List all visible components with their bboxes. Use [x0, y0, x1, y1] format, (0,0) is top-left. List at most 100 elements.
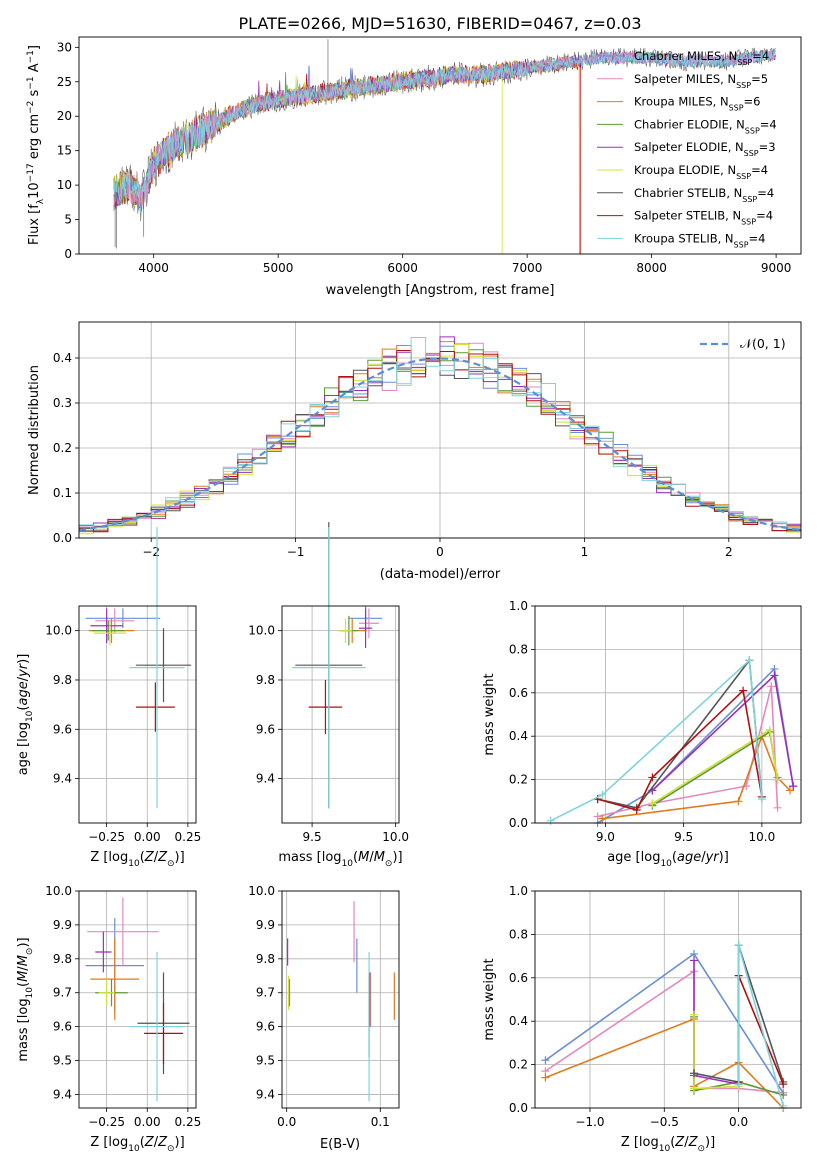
y-tick-label: 0.0 [509, 1101, 528, 1115]
y-tick-label: 10.0 [45, 884, 72, 898]
y-tick-label: 0.3 [53, 396, 72, 410]
y-tick-label: 9.4 [256, 772, 275, 786]
y-axis-label: age [log10(age/yr)] [16, 654, 35, 776]
y-tick-label: 9.9 [53, 918, 72, 932]
plot-area [546, 656, 798, 827]
x-axis-label: (data-model)/error [380, 567, 501, 582]
x-tick-label: 2 [725, 545, 733, 559]
plot-area [541, 941, 788, 1112]
x-tick-label: −2 [142, 545, 160, 559]
x-tick-label: 9.0 [596, 830, 615, 844]
x-axis-label: E(B-V) [320, 1137, 360, 1152]
x-tick-label: 5000 [263, 261, 294, 275]
y-tick-label: 9.8 [256, 952, 275, 966]
x-axis-label: wavelength [Angstrom, rest frame] [326, 283, 555, 298]
series-marker [648, 773, 657, 782]
series-line [597, 667, 794, 824]
series-marker [779, 1101, 788, 1110]
legend-label: Kroupa MILES, NSSP=6 [634, 95, 760, 113]
legend-label: Salpeter ELODIE, NSSP=3 [634, 140, 776, 158]
y-tick-label: 9.6 [53, 1020, 72, 1034]
y-tick-label: 9.9 [256, 918, 275, 932]
panel-spectrum: 4000 5000 6000 7000 8000 9000 0 5 10 15 20 25 30 Chab… [26, 36, 802, 298]
legend-label: Salpeter MILES, NSSP=5 [634, 72, 768, 90]
series-marker [734, 941, 743, 950]
y-tick-label: 0 [64, 247, 72, 261]
panel-age-vs-Z: −0.25 0.00 0.25 9.4 9.6 9.8 10.0 Z [log10(Z/Z⊙)… [16, 527, 201, 869]
series-marker [546, 816, 555, 825]
series-marker [767, 682, 776, 691]
y-tick-label: 9.5 [256, 1054, 275, 1068]
series-marker [690, 1069, 699, 1078]
series-marker [739, 686, 748, 695]
legend-label: Chabrier STELIB, NSSP=4 [634, 186, 774, 204]
series-marker [690, 956, 699, 965]
series-marker [541, 1056, 550, 1065]
y-tick-label: 9.8 [256, 673, 275, 687]
series-line [737, 945, 784, 1107]
series-marker [690, 1010, 699, 1019]
plot-area [292, 522, 383, 809]
y-tick-label: 9.8 [53, 952, 72, 966]
axes-frame [281, 605, 400, 824]
legend-label: Kroupa STELIB, NSSP=4 [634, 231, 765, 249]
series-marker [734, 797, 743, 806]
histogram-steps [79, 337, 801, 529]
series-marker [765, 725, 774, 734]
y-tick-label: 10.0 [248, 624, 275, 638]
y-tick-label: 0.2 [509, 1058, 528, 1072]
series-line [550, 658, 763, 822]
spectrum-line [113, 48, 776, 213]
x-axis-label: Z [log10(Z/Z⊙)] [621, 1135, 715, 1154]
y-tick-label: 9.4 [256, 1087, 275, 1101]
legend-label: Chabrier MILES, NSSP=4 [634, 49, 769, 67]
spectrum-legend: Chabrier MILES, NSSP=4 Salpeter MILES, NS… [597, 49, 777, 249]
y-tick-label: 0.4 [509, 1014, 528, 1028]
y-axis-label: mass weight [482, 958, 497, 1040]
series-marker [786, 786, 795, 795]
series-marker [773, 775, 782, 784]
y-tick-label: 0.0 [509, 816, 528, 830]
series-marker [789, 782, 798, 791]
series-marker [690, 1084, 699, 1093]
series-marker [779, 1080, 788, 1089]
y-tick-label: 0.6 [509, 971, 528, 985]
x-axis-label: mass [log10(M/M⊙)] [278, 850, 402, 869]
figure-title: PLATE=0266, MJD=51630, FIBERID=0467, z=0… [238, 14, 641, 33]
x-tick-label: 0.0 [277, 1115, 296, 1129]
x-tick-label: −0.25 [88, 830, 125, 844]
y-tick-label: 0.4 [509, 729, 528, 743]
plot-area [78, 336, 802, 535]
y-tick-label: 0.4 [53, 351, 72, 365]
x-tick-label: 6000 [387, 261, 418, 275]
x-tick-label: 1 [581, 545, 589, 559]
y-tick-label: 1.0 [509, 599, 528, 613]
y-tick-label: 9.7 [53, 986, 72, 1000]
x-tick-label: 8000 [636, 261, 667, 275]
plot-area [287, 901, 395, 1102]
y-tick-label: 9.4 [53, 772, 72, 786]
x-axis-label: age [log10(age/yr)] [607, 850, 729, 869]
axes-frame [78, 321, 802, 539]
x-axis-label: Z [log10(Z/Z⊙)] [90, 850, 184, 869]
y-tick-label: 0.0 [53, 531, 72, 545]
x-tick-label: 4000 [138, 261, 169, 275]
legend-label: 𝒩(0, 1) [740, 336, 786, 351]
y-tick-label: 0.8 [509, 642, 528, 656]
x-tick-label: 0.25 [175, 1115, 202, 1129]
x-tick-label: 9.5 [303, 830, 322, 844]
y-tick-label: 9.6 [256, 722, 275, 736]
y-tick-label: 20 [57, 109, 72, 123]
y-tick-label: 25 [57, 75, 72, 89]
spectrum-line [113, 49, 776, 213]
series-marker [734, 1080, 743, 1089]
axes-frame [534, 605, 802, 824]
series-marker [598, 814, 607, 823]
y-tick-label: 0.2 [509, 773, 528, 787]
x-tick-label: 9.5 [674, 830, 693, 844]
y-tick-label: 9.4 [53, 1087, 72, 1101]
legend-label: Kroupa ELODIE, NSSP=4 [634, 163, 768, 181]
series-marker [648, 799, 657, 808]
panel-weight-vs-age: 9.0 9.5 10.0 0.0 0.2 0.4 0.6 0.8 1.0 age [log10(a… [482, 599, 802, 869]
